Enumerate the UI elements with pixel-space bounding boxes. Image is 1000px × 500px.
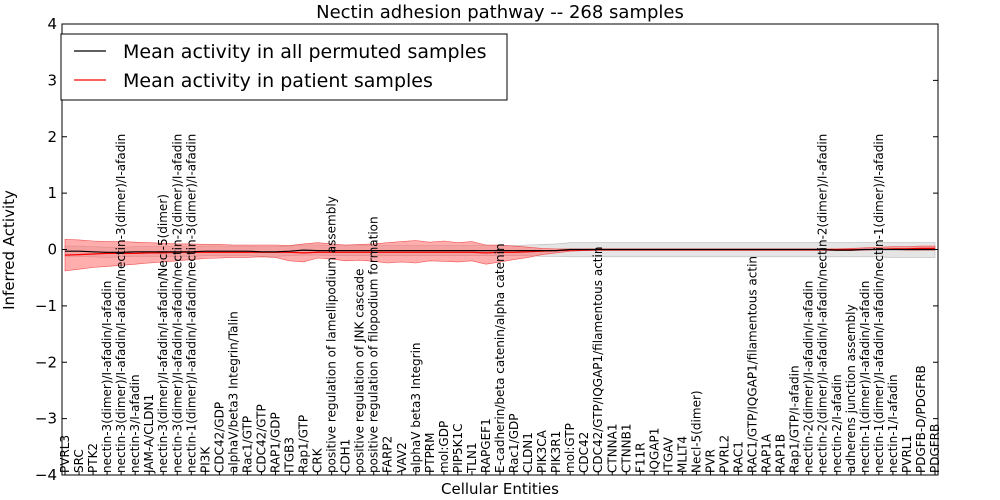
- legend: Mean activity in all permuted samples Me…: [60, 33, 508, 101]
- x-tick-label: VAV2: [395, 442, 409, 473]
- x-tick-label: PVRL3: [58, 435, 72, 473]
- x-tick-label: nectin-1/I-afadin: [886, 374, 900, 473]
- line-series-0: [65, 248, 935, 253]
- x-tick-label: CLDN1: [521, 432, 535, 473]
- x-tick-label: CDC42/GTP: [255, 404, 269, 473]
- x-tick-label: SRC: [72, 449, 86, 473]
- x-tick-label: nectin-3(dimer)/I-afadin/I-afadin: [100, 281, 114, 473]
- x-tick-label: Rac1/GDP: [507, 414, 521, 473]
- x-tick-label: E-cadherin/beta catenin/alpha catenin: [493, 243, 507, 473]
- x-tick-label: nectin-1(dimer)/I-afadin/I-afadin: [858, 281, 872, 473]
- x-tick-label: MLLT4: [675, 436, 689, 473]
- x-tick-label: RAP1/GDP: [269, 412, 283, 473]
- y-axis-label: Inferred Activity: [0, 190, 18, 310]
- x-tick-label: alphaV beta3 Integrin: [409, 342, 423, 473]
- x-tick-label: PDGFB-D/PDGFRB: [914, 365, 928, 473]
- x-tick-label: nectin-2(dimer)/I-afadin/I-afadin: [802, 281, 816, 473]
- x-tick-label: IQGAP1: [647, 428, 661, 473]
- x-tick-label: RAC1/GTP/IQGAP1/filamentous actin: [746, 256, 760, 473]
- x-tick-label: ITGB3: [283, 437, 297, 473]
- x-tick-label: CTNNB1: [619, 423, 633, 473]
- x-tick-label: PVRL2: [718, 435, 732, 473]
- x-tick-label: positive regulation of lamellipodium ass…: [325, 196, 339, 473]
- x-tick-labels: PVRL3 SRC PTK2 nectin-3(dimer)/I-afadin/I-a…: [58, 134, 942, 475]
- x-tick-label: PDGFRB: [928, 424, 942, 473]
- x-tick-label: alphaV/beta3 Integrin/Talin: [226, 311, 240, 473]
- legend-label-patient: Mean activity in patient samples: [123, 70, 433, 92]
- chart-title: Nectin adhesion pathway -- 268 samples: [316, 2, 684, 23]
- x-tick-label: mol:GTP: [563, 423, 577, 473]
- x-tick-label: TLN1: [465, 442, 479, 474]
- x-tick-label: RAC1: [732, 441, 746, 473]
- x-tick-label: PVRL1: [900, 435, 914, 473]
- x-tick-label: CDC42/GDP: [212, 402, 226, 473]
- x-tick-label: Rap1/GTP: [297, 415, 311, 473]
- x-tick-label: nectin-1(dimer)/I-afadin/I-afadin/nectin…: [184, 134, 198, 473]
- x-tick-label: FARP2: [381, 436, 395, 473]
- x-tick-label: RAP1A: [760, 433, 774, 473]
- x-tick-label: Rap1/GTP/I-afadin: [788, 365, 802, 473]
- x-tick-label: CRK: [311, 447, 325, 473]
- x-tick-label: nectin-3(dimer)/I-afadin/I-afadin/nectin…: [170, 134, 184, 473]
- y-tick-label: 1: [47, 184, 57, 202]
- x-tick-label: nectin-3(dimer)/I-afadin/I-afadin/Necl-5…: [156, 194, 170, 473]
- x-tick-label: CDC42: [577, 432, 591, 473]
- x-tick-label: CDH1: [339, 439, 353, 473]
- y-tick-label: −4: [35, 466, 57, 484]
- y-tick-label: 2: [47, 128, 57, 146]
- y-tick-label: 4: [47, 15, 57, 33]
- x-tick-label: mol:GDP: [437, 421, 451, 473]
- y-tick-label: −1: [35, 297, 57, 315]
- x-tick-label: PIK3R1: [549, 431, 563, 473]
- x-tick-label: PIP5K1C: [451, 423, 465, 473]
- y-tick-label: 0: [47, 241, 57, 259]
- y-tick-label: −3: [35, 410, 57, 428]
- x-tick-label: CDC42/GTP/IQGAP1/filamentous actin: [591, 247, 605, 473]
- x-tick-label: JAM-A/CLDN1: [142, 394, 156, 474]
- x-tick-label: nectin-1(dimer)/I-afadin/I-afadin/nectin…: [872, 134, 886, 473]
- x-axis-label: Cellular Entities: [441, 480, 559, 498]
- y-tick-label: −2: [35, 353, 57, 371]
- x-tick-label: PTPRM: [423, 433, 437, 474]
- x-tick-label: PTK2: [86, 443, 100, 473]
- x-tick-label: Necl-5(dimer): [690, 390, 704, 473]
- x-tick-label: PIK3CA: [535, 429, 549, 473]
- plot-frame: [61, 23, 939, 476]
- y-axis: −4 −3 −2 −1 0 1 2 3 4: [35, 15, 938, 484]
- x-tick-label: adherens junction assembly: [844, 304, 858, 473]
- x-tick-label: PVR: [704, 449, 718, 473]
- y-tick-label: 3: [47, 71, 57, 89]
- x-tick-label: nectin-3(dimer)/I-afadin/I-afadin/nectin…: [114, 134, 128, 473]
- x-tick-label: PI3K: [198, 446, 212, 473]
- x-tick-label: ITGAV: [661, 436, 675, 473]
- legend-label-permuted: Mean activity in all permuted samples: [123, 41, 486, 63]
- x-tick-label: CTNNA1: [605, 423, 619, 473]
- x-tick-label: RAP1B: [774, 434, 788, 473]
- x-tick-label: nectin-3/I-afadin: [128, 374, 142, 473]
- x-tick-label: RAPGEF1: [479, 418, 493, 473]
- legend-box: [60, 33, 508, 101]
- x-tick-label: nectin-2/I-afadin: [830, 374, 844, 473]
- x-tick-label: positive regulation of JNK cascade: [353, 269, 367, 473]
- x-tick-label: F11R: [633, 442, 647, 473]
- series-lines: [64, 247, 935, 256]
- x-tick-label: positive regulation of filopodium format…: [367, 216, 381, 473]
- x-tick-label: nectin-2(dimer)/I-afadin/I-afadin/nectin…: [816, 134, 830, 473]
- x-tick-label: Rac1/GTP: [240, 416, 254, 473]
